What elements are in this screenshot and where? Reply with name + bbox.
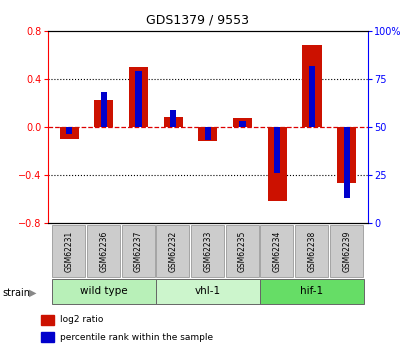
Bar — [41, 315, 54, 325]
Bar — [41, 332, 54, 342]
Text: wild type: wild type — [80, 286, 128, 296]
FancyBboxPatch shape — [156, 279, 260, 304]
Text: GSM62236: GSM62236 — [99, 230, 108, 272]
FancyBboxPatch shape — [191, 225, 224, 277]
Bar — [274, 127, 281, 173]
Bar — [198, 127, 218, 141]
Bar — [170, 110, 176, 127]
Bar — [344, 127, 350, 198]
Text: GSM62233: GSM62233 — [203, 230, 213, 272]
Bar — [205, 127, 211, 140]
FancyBboxPatch shape — [121, 225, 155, 277]
Bar — [309, 66, 315, 127]
Text: GSM62238: GSM62238 — [307, 230, 317, 272]
Text: GSM62237: GSM62237 — [134, 230, 143, 272]
Bar — [164, 117, 183, 127]
Bar — [302, 46, 322, 127]
FancyBboxPatch shape — [52, 279, 155, 304]
FancyBboxPatch shape — [52, 225, 85, 277]
FancyBboxPatch shape — [260, 225, 294, 277]
FancyBboxPatch shape — [330, 225, 363, 277]
FancyBboxPatch shape — [226, 225, 259, 277]
Text: GSM62231: GSM62231 — [65, 230, 73, 272]
Text: GSM62239: GSM62239 — [342, 230, 351, 272]
Text: vhl-1: vhl-1 — [195, 286, 221, 296]
FancyBboxPatch shape — [87, 225, 120, 277]
Text: GDS1379 / 9553: GDS1379 / 9553 — [146, 13, 249, 26]
Bar — [101, 92, 107, 127]
Bar — [94, 100, 113, 127]
Bar — [135, 71, 142, 127]
Text: percentile rank within the sample: percentile rank within the sample — [60, 333, 213, 342]
Bar — [60, 127, 79, 139]
Text: hif-1: hif-1 — [300, 286, 323, 296]
Bar — [233, 118, 252, 127]
Bar — [337, 127, 356, 183]
Bar — [239, 121, 246, 127]
Text: GSM62232: GSM62232 — [169, 230, 178, 272]
Bar — [129, 67, 148, 127]
Text: GSM62235: GSM62235 — [238, 230, 247, 272]
Text: GSM62234: GSM62234 — [273, 230, 282, 272]
Bar — [268, 127, 287, 201]
FancyBboxPatch shape — [295, 225, 328, 277]
Text: strain: strain — [2, 288, 30, 297]
Text: ▶: ▶ — [29, 288, 36, 297]
FancyBboxPatch shape — [156, 225, 189, 277]
FancyBboxPatch shape — [260, 279, 364, 304]
Text: log2 ratio: log2 ratio — [60, 315, 103, 324]
Bar — [66, 127, 72, 135]
